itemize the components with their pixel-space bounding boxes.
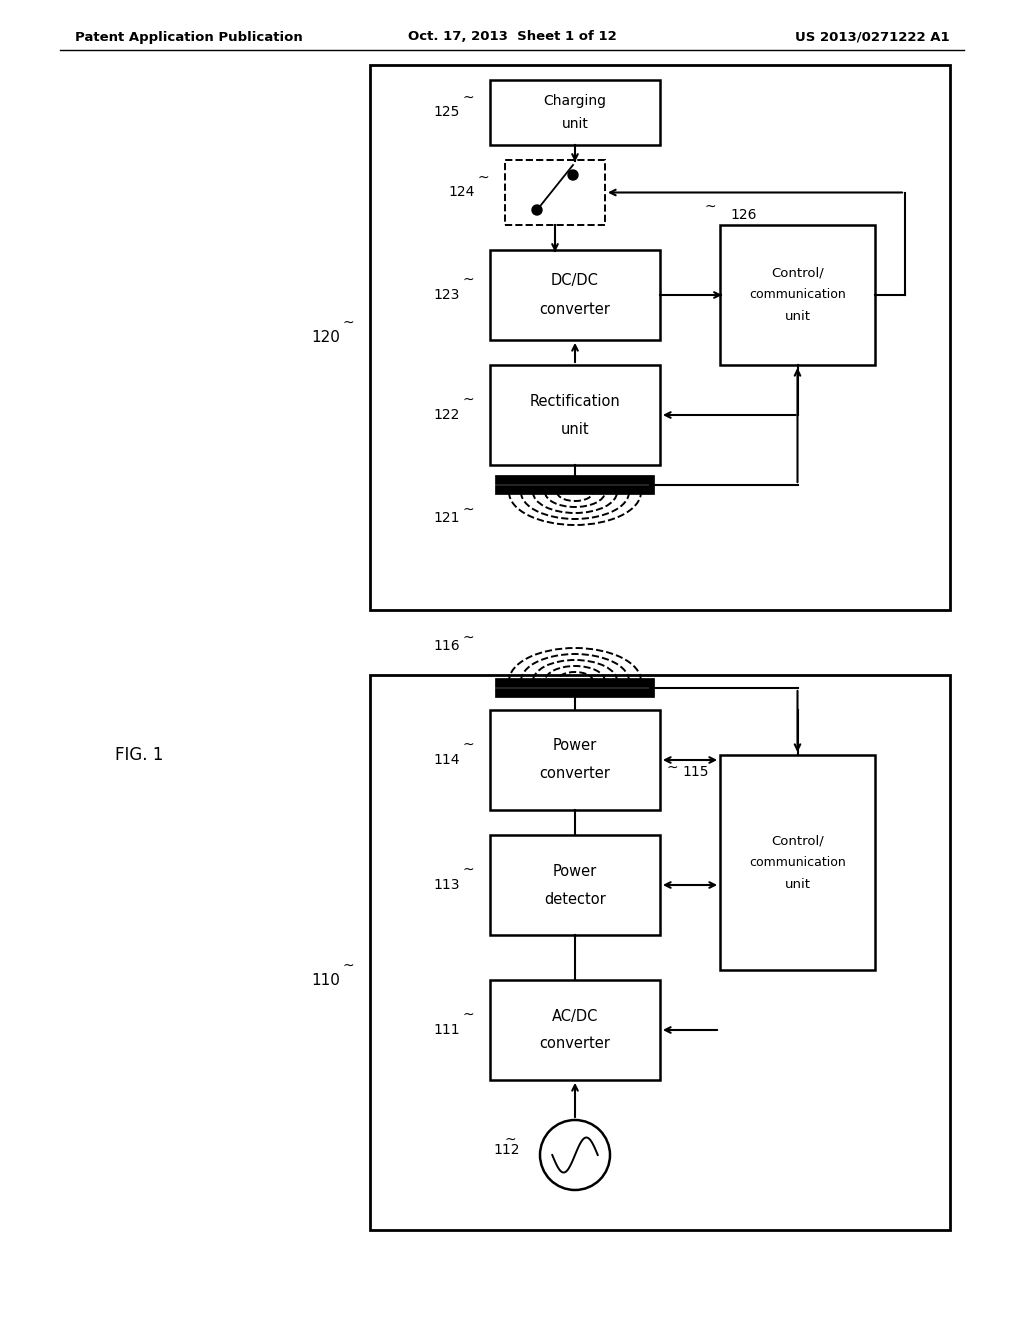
Text: ~: ~ <box>462 91 474 104</box>
Text: ~: ~ <box>462 393 474 407</box>
Text: ~: ~ <box>462 503 474 517</box>
Text: unit: unit <box>561 117 589 132</box>
Text: ~: ~ <box>462 1008 474 1022</box>
Circle shape <box>568 170 578 180</box>
Circle shape <box>532 205 542 215</box>
Text: 125: 125 <box>433 106 460 120</box>
Text: AC/DC: AC/DC <box>552 1008 598 1023</box>
Text: ~: ~ <box>705 201 716 214</box>
FancyBboxPatch shape <box>505 160 605 224</box>
FancyBboxPatch shape <box>720 755 874 970</box>
FancyBboxPatch shape <box>490 710 660 810</box>
Text: ~: ~ <box>462 631 474 645</box>
Text: unit: unit <box>784 310 811 323</box>
Text: 121: 121 <box>433 511 460 525</box>
Text: DC/DC: DC/DC <box>551 273 599 289</box>
Text: ~: ~ <box>462 273 474 286</box>
Text: detector: detector <box>544 891 606 907</box>
FancyBboxPatch shape <box>490 81 660 145</box>
Text: 114: 114 <box>433 752 460 767</box>
Text: 122: 122 <box>433 408 460 422</box>
Text: FIG. 1: FIG. 1 <box>115 746 164 764</box>
Text: 116: 116 <box>433 639 460 653</box>
FancyBboxPatch shape <box>370 65 950 610</box>
Text: 120: 120 <box>311 330 340 345</box>
Text: Control/: Control/ <box>771 834 824 847</box>
Text: communication: communication <box>750 289 846 301</box>
FancyBboxPatch shape <box>490 249 660 341</box>
Text: 112: 112 <box>494 1143 520 1158</box>
Text: ~: ~ <box>462 863 474 876</box>
Text: unit: unit <box>784 878 811 891</box>
Text: 115: 115 <box>682 766 709 779</box>
FancyBboxPatch shape <box>490 979 660 1080</box>
Text: Charging: Charging <box>544 94 606 107</box>
FancyBboxPatch shape <box>490 366 660 465</box>
Text: Patent Application Publication: Patent Application Publication <box>75 30 303 44</box>
Text: unit: unit <box>561 421 590 437</box>
Text: ~: ~ <box>342 958 354 973</box>
Text: ~: ~ <box>667 762 678 775</box>
FancyBboxPatch shape <box>490 836 660 935</box>
Text: 110: 110 <box>311 973 340 987</box>
Text: 123: 123 <box>433 288 460 302</box>
Text: 113: 113 <box>433 878 460 892</box>
FancyBboxPatch shape <box>370 675 950 1230</box>
Text: converter: converter <box>540 1036 610 1052</box>
FancyBboxPatch shape <box>720 224 874 366</box>
Text: Power: Power <box>553 738 597 754</box>
Text: Power: Power <box>553 863 597 879</box>
Text: 111: 111 <box>433 1023 460 1038</box>
Text: Control/: Control/ <box>771 267 824 280</box>
Text: US 2013/0271222 A1: US 2013/0271222 A1 <box>796 30 950 44</box>
Text: ~: ~ <box>477 170 488 185</box>
Text: 124: 124 <box>449 186 475 199</box>
Text: ~: ~ <box>342 315 354 330</box>
Text: Oct. 17, 2013  Sheet 1 of 12: Oct. 17, 2013 Sheet 1 of 12 <box>408 30 616 44</box>
Text: ~: ~ <box>504 1133 516 1147</box>
Text: Rectification: Rectification <box>529 393 621 408</box>
Text: converter: converter <box>540 767 610 781</box>
Text: 126: 126 <box>730 209 757 222</box>
Text: communication: communication <box>750 855 846 869</box>
Text: converter: converter <box>540 301 610 317</box>
Text: ~: ~ <box>462 738 474 752</box>
